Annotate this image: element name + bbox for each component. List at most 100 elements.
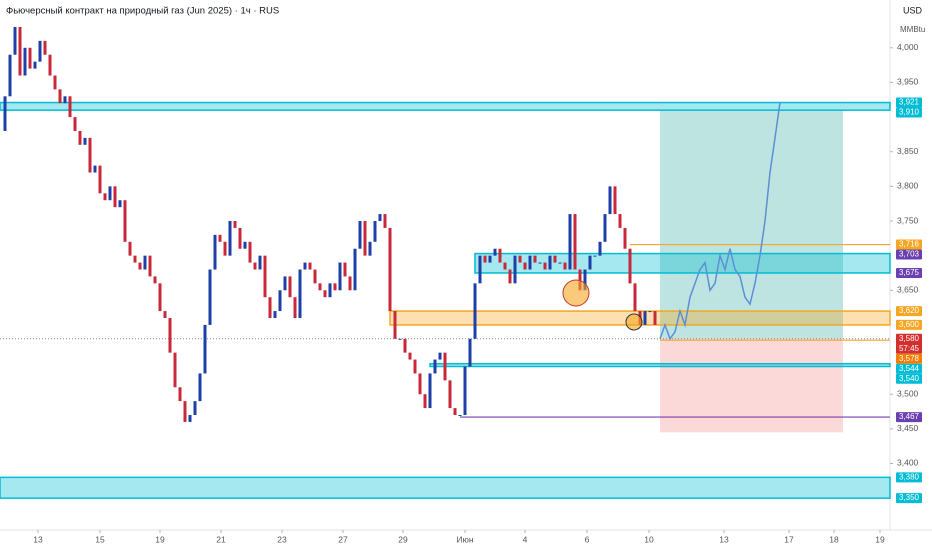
candle [193, 401, 197, 415]
candle [578, 269, 582, 291]
zone [0, 476, 891, 499]
candle [453, 408, 457, 415]
candle [253, 262, 257, 270]
candle [318, 283, 322, 291]
price-badge-label: 3,350 [899, 493, 920, 502]
candle [413, 359, 417, 374]
candle [588, 255, 592, 270]
currency: USD [903, 5, 923, 15]
zone [429, 362, 891, 368]
candle [568, 214, 572, 270]
price-badge-label: 3,600 [899, 320, 920, 329]
candle [118, 200, 122, 208]
candle [373, 221, 377, 242]
candle [558, 262, 562, 264]
candle [273, 311, 277, 318]
price-badge [896, 249, 922, 260]
candle [363, 221, 367, 256]
candle [238, 227, 242, 249]
candle [223, 241, 227, 256]
candle [143, 255, 147, 270]
price-badge-label: 3,467 [899, 412, 920, 421]
y-tick-label: 3,850 [897, 146, 919, 156]
candle [618, 214, 622, 228]
candle [153, 276, 157, 284]
candle [23, 47, 27, 76]
projection-line [659, 102, 781, 341]
candle [423, 394, 427, 409]
candle [13, 27, 17, 55]
x-tick-label: 4 [523, 534, 528, 544]
candle [443, 352, 447, 381]
candle [523, 262, 527, 270]
candle [38, 40, 42, 62]
candle [263, 255, 267, 298]
candle [78, 130, 82, 145]
candle [598, 241, 602, 256]
candle [88, 137, 92, 173]
price-badge-label: 3,544 [899, 364, 920, 373]
y-tick-label: 3,950 [897, 77, 919, 87]
candle [608, 186, 612, 215]
candle [533, 255, 537, 263]
candle [43, 40, 47, 55]
candle [433, 359, 437, 374]
candle [338, 262, 342, 291]
candle [128, 241, 132, 256]
candle [378, 214, 382, 222]
price-badge [896, 107, 922, 118]
price-badge [896, 412, 922, 423]
y-tick-label: 3,450 [897, 423, 919, 433]
price-badge-label: 3,716 [899, 240, 920, 249]
x-tick-label: 21 [216, 534, 226, 544]
candle [8, 54, 12, 97]
candle [538, 262, 542, 264]
candle [488, 255, 492, 263]
candle [103, 193, 107, 201]
candle [183, 401, 187, 422]
candle [343, 262, 347, 277]
candle [53, 75, 57, 90]
candle [383, 214, 387, 228]
price-badge [896, 353, 922, 364]
candle [508, 269, 512, 284]
x-tick-label: 19 [875, 534, 885, 544]
candle [483, 255, 487, 263]
candle [643, 311, 647, 325]
candle [573, 214, 577, 270]
price-badge-label: 3,580 [899, 334, 920, 343]
candle [293, 297, 297, 318]
x-tick-label: Июн [456, 534, 473, 544]
candle [353, 248, 357, 291]
x-tick-label: 6 [585, 534, 590, 544]
price-badge-label: 3,910 [899, 108, 920, 117]
price-badge [896, 306, 922, 317]
y-tick-label: 4,000 [897, 42, 919, 52]
candle [268, 297, 272, 318]
candle [63, 96, 67, 104]
candle [243, 241, 247, 249]
candle [493, 248, 497, 256]
candle [203, 324, 207, 374]
candle [188, 414, 192, 422]
price-badge [896, 363, 922, 374]
candle [108, 186, 112, 201]
x-tick-label: 18 [829, 534, 839, 544]
candle [418, 373, 422, 395]
x-tick-label: 17 [784, 534, 794, 544]
candle [438, 352, 442, 360]
y-tick-label: 3,750 [897, 215, 919, 225]
candle [563, 262, 567, 270]
x-tick-label: 10 [644, 534, 654, 544]
price-badge [896, 239, 922, 250]
candle [83, 137, 87, 145]
price-badge-label: 3,921 [899, 98, 920, 107]
candle [368, 241, 372, 256]
candle [388, 227, 392, 312]
candle [283, 276, 287, 291]
price-badge [896, 493, 922, 504]
candle [213, 234, 217, 270]
plot-area [0, 27, 891, 499]
price-badge-label: 3,380 [899, 472, 920, 481]
candle [468, 338, 472, 367]
